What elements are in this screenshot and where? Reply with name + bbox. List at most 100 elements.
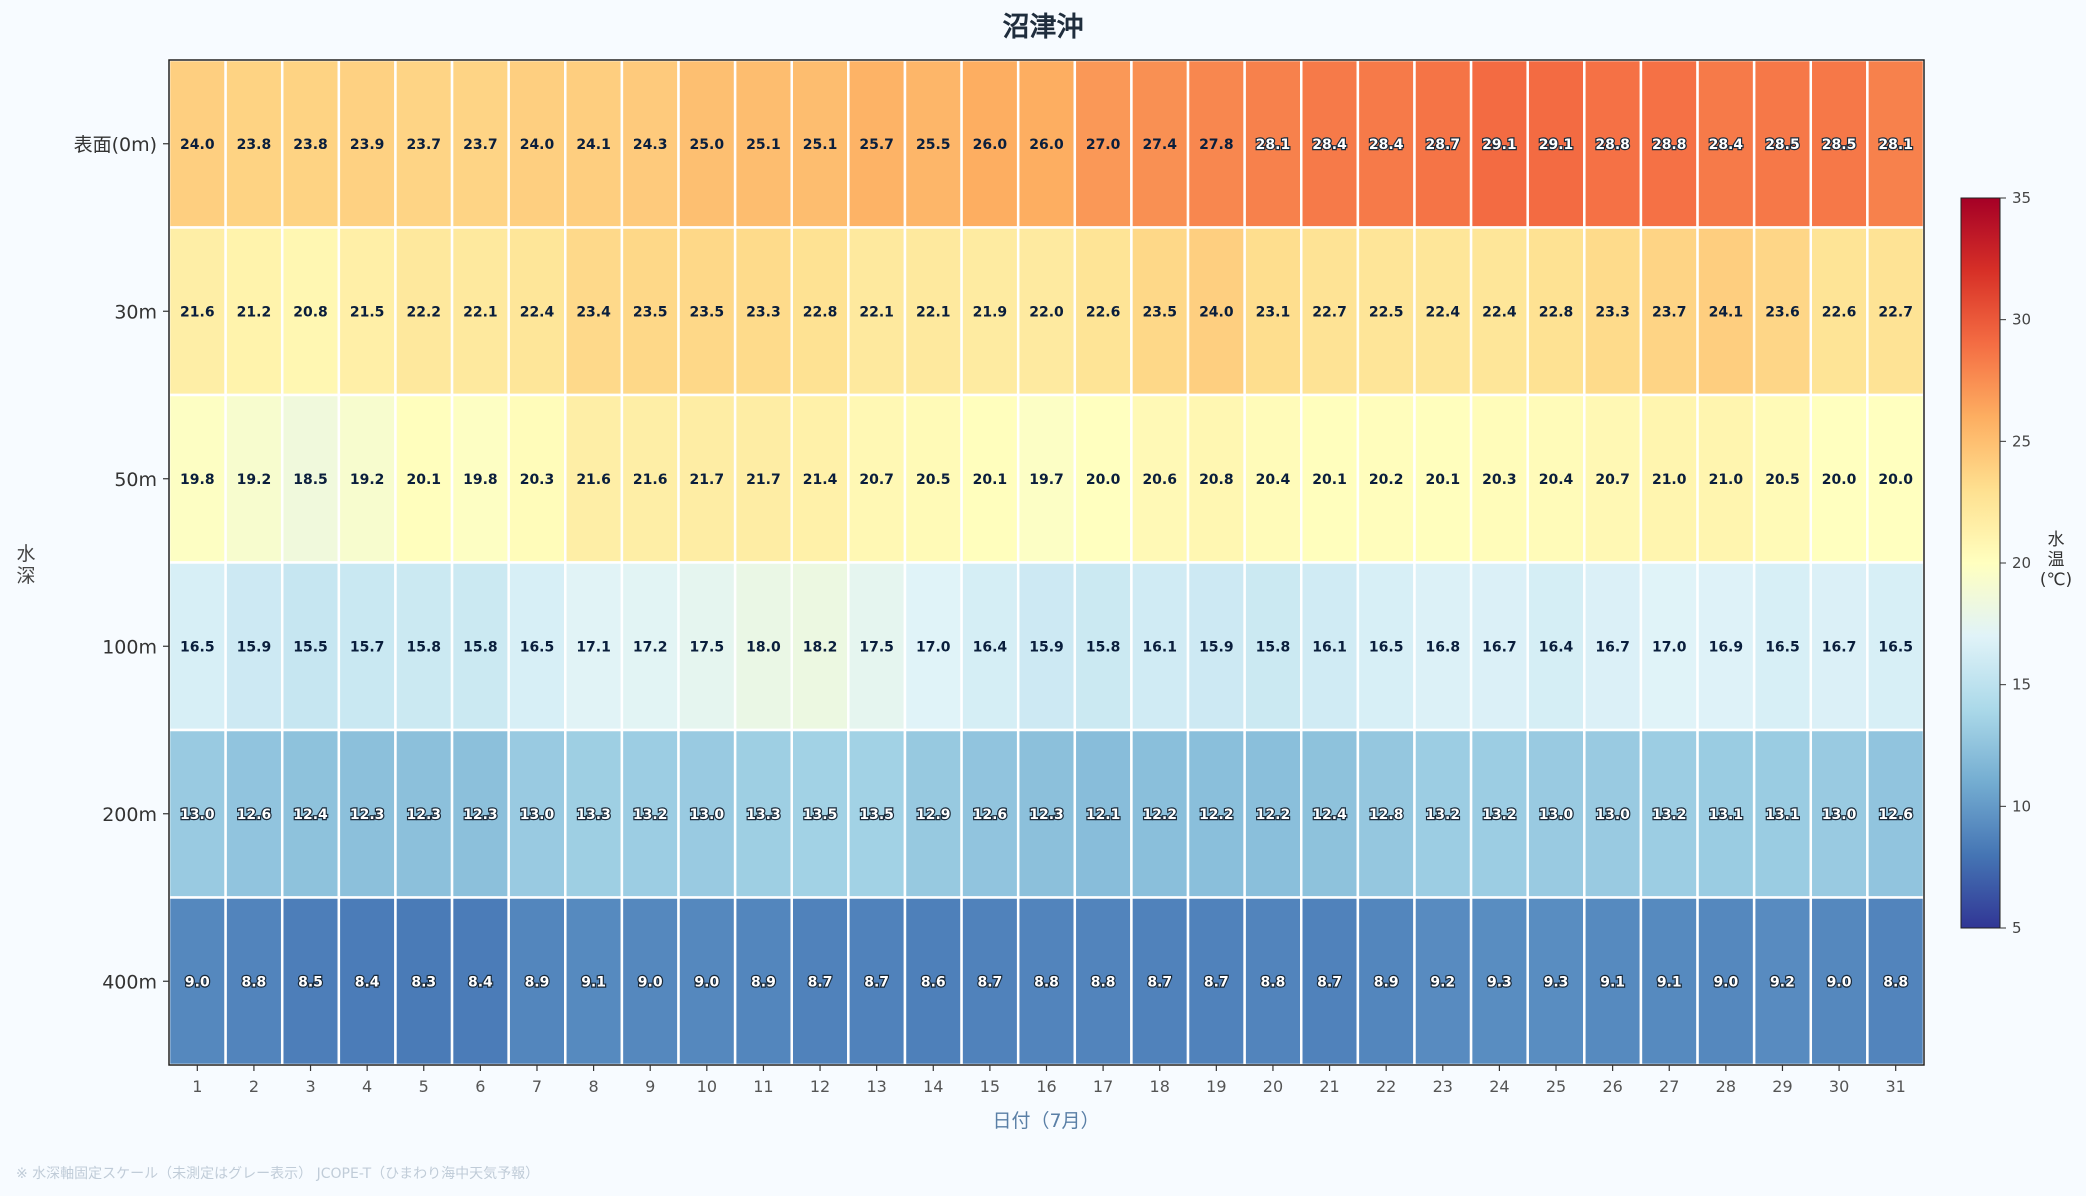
cell-value-label: 22.0: [1029, 304, 1064, 320]
heatmap-cell: [1130, 58, 1190, 229]
cell-value-label: 22.4: [520, 304, 555, 320]
colorbar-tick-label: 20: [2012, 554, 2031, 572]
cell-value-label: 18.2: [803, 639, 838, 655]
cell-value-label: 29.1: [1482, 137, 1517, 153]
chart-title: 沼津沖: [1003, 12, 1084, 43]
cell-value-label: 25.0: [690, 137, 725, 153]
cell-value-label: 26.0: [973, 137, 1008, 153]
x-axis-ticks: 1 2 3 4 5 6 7 8 9 10 11 12 13 14 15 16 17 18 19 20 21 22 23 24 2…: [192, 1065, 1906, 1096]
cell-value-label: 23.1: [1256, 304, 1291, 320]
cell-value-label: 16.7: [1482, 639, 1517, 655]
x-tick-label: 6: [475, 1077, 485, 1096]
heatmap-cell: [677, 393, 737, 564]
heatmap-cell: [847, 393, 907, 564]
heatmap-cell: [337, 728, 397, 899]
heatmap-cell: [1073, 226, 1133, 397]
cell-value-label: 8.7: [1147, 974, 1172, 990]
cell-value-label: 12.8: [1369, 807, 1404, 823]
heatmap-cell: [1752, 58, 1813, 229]
heatmap-cell: [1639, 561, 1699, 732]
cell-value-label: 8.4: [355, 974, 380, 990]
cell-value-label: 8.7: [1317, 974, 1342, 990]
cell-value-label: 22.1: [916, 304, 951, 320]
cell-value-label: 19.8: [180, 472, 215, 488]
heatmap-cell: [280, 728, 341, 899]
heatmap-cell: [733, 896, 793, 1067]
cell-value-label: 13.2: [633, 807, 668, 823]
cell-value-label: 19.7: [1029, 472, 1064, 488]
heatmap-cell: [1696, 561, 1756, 732]
cell-value-label: 8.7: [808, 974, 833, 990]
cell-value-label: 15.8: [1256, 639, 1291, 655]
cell-value-label: 25.1: [803, 137, 838, 153]
cell-value-label: 23.8: [293, 137, 328, 153]
cell-value-label: 15.9: [1029, 639, 1064, 655]
cell-value-label: 18.5: [293, 472, 328, 488]
cell-value-label: 20.1: [1312, 472, 1347, 488]
heatmap-cell: [224, 561, 284, 732]
cell-value-label: 22.1: [859, 304, 894, 320]
heatmap-cell: [507, 896, 567, 1067]
heatmap-cell: [1866, 728, 1926, 899]
cell-value-label: 18.0: [746, 639, 781, 655]
heatmap-cell: [733, 226, 793, 397]
x-tick-label: 13: [866, 1077, 886, 1096]
heatmap-cells: 24.0 23.8 23.8 23.9 23.7 23.7 24.0 24.1 24.3 25.0…: [167, 58, 1926, 1067]
cell-value-label: 8.8: [1034, 974, 1059, 990]
heatmap-cell: [450, 896, 510, 1067]
heatmap-cell: [960, 728, 1020, 899]
heatmap-cell: [564, 728, 624, 899]
cell-value-label: 15.7: [350, 639, 385, 655]
cell-value-label: 24.3: [633, 137, 668, 153]
y-tick-label: 200m: [102, 804, 157, 826]
x-tick-label: 14: [923, 1077, 943, 1096]
cell-value-label: 9.3: [1544, 974, 1569, 990]
heatmap-cell: [1639, 728, 1699, 899]
cell-value-label: 23.7: [406, 137, 441, 153]
cell-value-label: 12.6: [237, 807, 272, 823]
cell-value-label: 12.2: [1256, 807, 1291, 823]
cell-value-label: 23.9: [350, 137, 385, 153]
cell-value-label: 16.7: [1595, 639, 1630, 655]
x-tick-label: 4: [362, 1077, 372, 1096]
heatmap-cell: [1752, 393, 1813, 564]
heatmap-cell: [450, 58, 510, 229]
x-axis-label: 日付（7月）: [992, 1110, 1099, 1132]
cell-value-label: 28.5: [1822, 137, 1857, 153]
heatmap-cell: [1583, 896, 1643, 1067]
cell-value-label: 20.1: [973, 472, 1008, 488]
cell-value-label: 26.0: [1029, 137, 1064, 153]
cell-value-label: 9.1: [1657, 974, 1682, 990]
heatmap-cell: [790, 561, 850, 732]
heatmap-cell: [1243, 226, 1303, 397]
cell-value-label: 16.5: [180, 639, 215, 655]
heatmap-cell: [450, 226, 510, 397]
cell-value-label: 24.1: [1709, 304, 1744, 320]
cell-value-label: 20.4: [1256, 472, 1291, 488]
heatmap-cell: [1413, 561, 1473, 732]
x-tick-label: 9: [645, 1077, 655, 1096]
heatmap-cell: [224, 896, 284, 1067]
x-tick-label: 15: [980, 1077, 1000, 1096]
cell-value-label: 12.3: [350, 807, 385, 823]
x-tick-label: 2: [249, 1077, 259, 1096]
heatmap-cell: [1526, 393, 1586, 564]
heatmap-cell: [1073, 393, 1133, 564]
cell-value-label: 21.7: [746, 472, 781, 488]
x-tick-label: 24: [1489, 1077, 1509, 1096]
x-tick-label: 18: [1150, 1077, 1170, 1096]
cell-value-label: 21.6: [633, 472, 668, 488]
cell-value-label: 17.0: [916, 639, 951, 655]
heatmap-cell: [1073, 561, 1133, 732]
heatmap-cell: [1413, 728, 1473, 899]
heatmap-cell: [1413, 896, 1473, 1067]
cell-value-label: 20.3: [1482, 472, 1517, 488]
cell-value-label: 15.8: [463, 639, 498, 655]
cell-value-label: 8.4: [468, 974, 493, 990]
heatmap-cell: [394, 896, 454, 1067]
heatmap-cell: [450, 393, 510, 564]
heatmap-cell: [960, 393, 1020, 564]
cell-value-label: 17.2: [633, 639, 668, 655]
cell-value-label: 13.2: [1652, 807, 1687, 823]
